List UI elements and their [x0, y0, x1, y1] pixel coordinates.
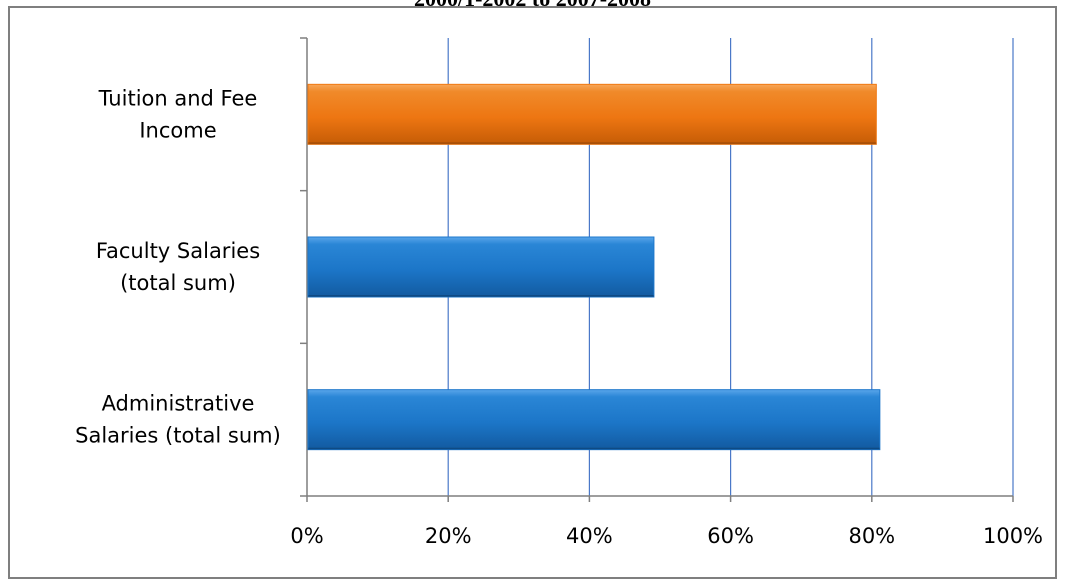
x-tick-label: 80%: [848, 524, 895, 548]
x-tick-label: 60%: [707, 524, 754, 548]
bar-3: [307, 389, 881, 451]
category-label: Tuition and Fee: [98, 86, 258, 110]
bar-1: [307, 83, 877, 145]
bar-shadow: [308, 447, 880, 450]
category-label: Income: [139, 118, 216, 142]
category-label: Administrative: [102, 392, 255, 416]
bar-shadow: [308, 142, 877, 145]
bar-2: [307, 236, 655, 298]
category-label: (total sum): [120, 271, 236, 295]
chart-title: 2000/1-2002 to 2007-2008: [0, 0, 1065, 12]
x-tick-label: 100%: [983, 524, 1043, 548]
x-tick-label: 20%: [425, 524, 472, 548]
category-label: Faculty Salaries: [96, 239, 260, 263]
x-tick-label: 0%: [290, 524, 323, 548]
bar-shadow: [308, 295, 654, 297]
category-label: Salaries (total sum): [75, 424, 281, 448]
x-tick-label: 40%: [566, 524, 613, 548]
